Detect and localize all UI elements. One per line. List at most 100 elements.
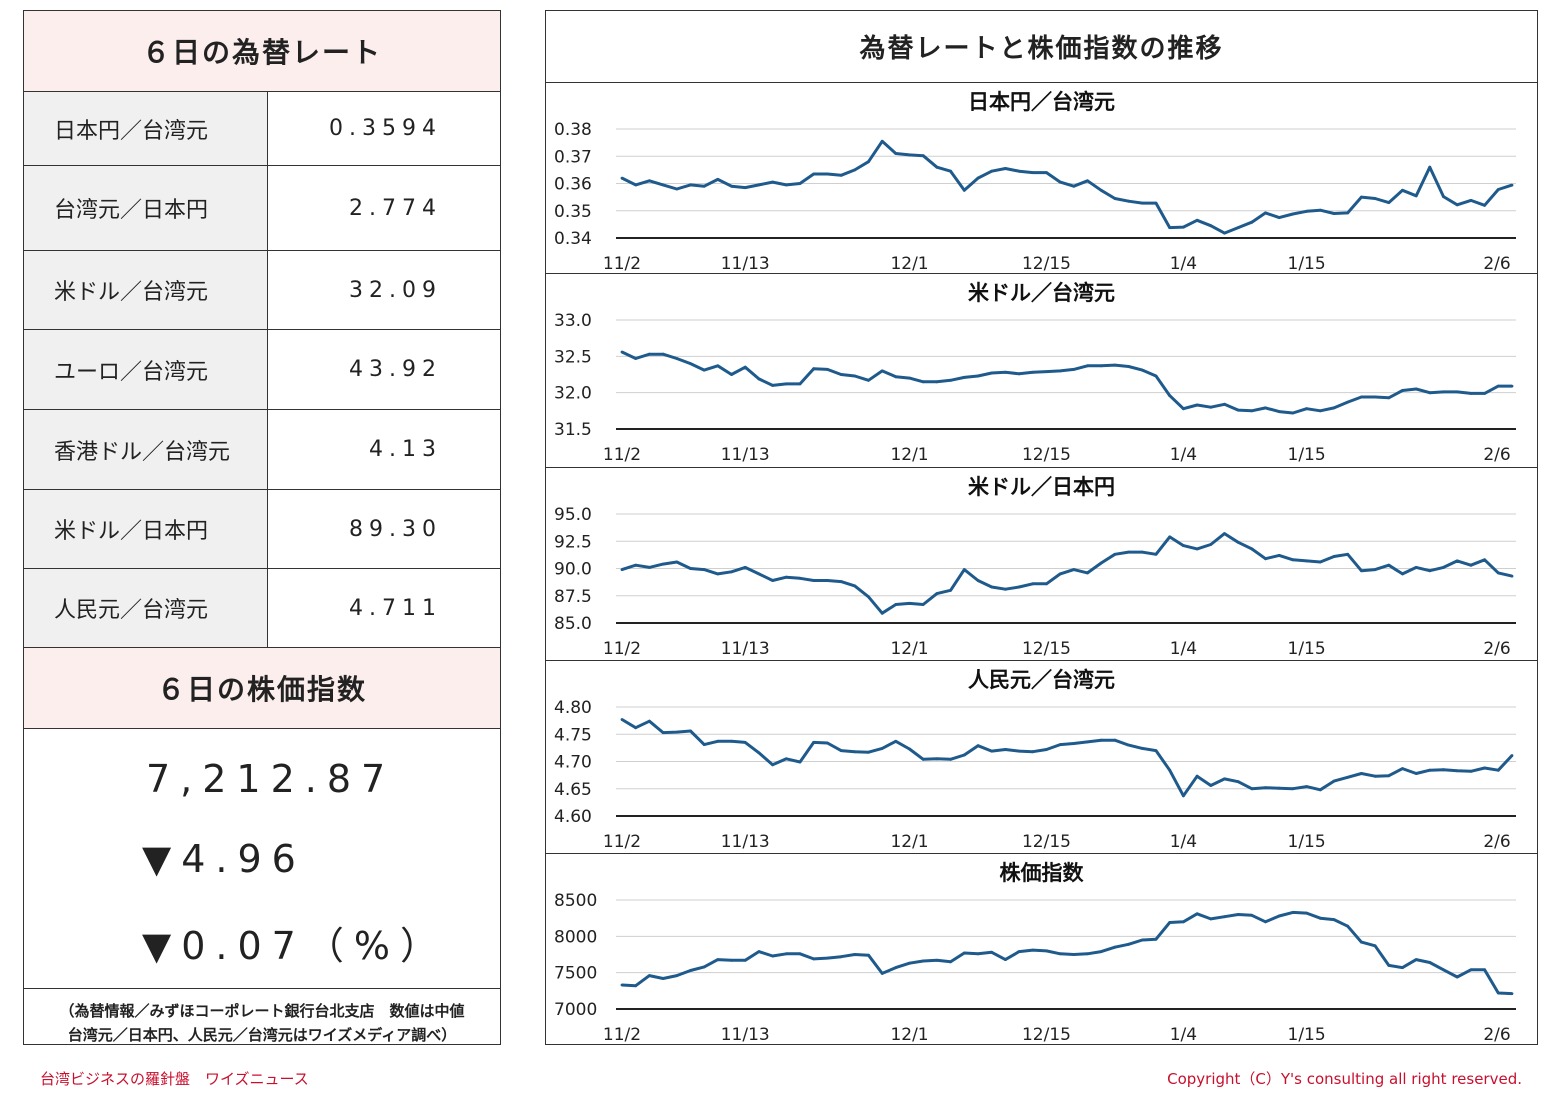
y-tick-label: 0.35 xyxy=(554,202,592,222)
y-tick-label: 7500 xyxy=(554,964,597,984)
data-point xyxy=(1360,772,1363,775)
data-point xyxy=(1236,226,1240,230)
x-tick-label: 1/4 xyxy=(1170,254,1197,274)
data-point xyxy=(1154,201,1158,205)
data-point xyxy=(921,380,925,384)
x-tick-label: 11/2 xyxy=(603,445,641,465)
data-point xyxy=(1318,409,1322,413)
data-point xyxy=(1428,165,1432,169)
data-point xyxy=(962,568,966,571)
data-point xyxy=(1113,197,1117,200)
data-point xyxy=(1017,585,1021,589)
rates-table: 日本円／台湾元 0.3594 台湾元／日本円 2.774 米ドル／台湾元 32.09 ユーロ… xyxy=(24,92,500,648)
data-point xyxy=(1346,924,1350,928)
data-point xyxy=(1182,407,1185,411)
data-point xyxy=(1360,569,1363,573)
x-tick-label: 2/6 xyxy=(1483,445,1510,465)
data-point xyxy=(634,984,638,988)
rate-row: ユーロ／台湾元 43.92 xyxy=(24,330,500,410)
data-point xyxy=(1387,396,1391,400)
data-point xyxy=(648,179,651,183)
data-point xyxy=(1182,920,1185,924)
data-point xyxy=(757,572,761,576)
data-point xyxy=(1318,788,1322,792)
data-point xyxy=(1401,966,1404,969)
x-tick-label: 11/13 xyxy=(721,639,770,659)
y-tick-label: 8500 xyxy=(554,891,597,911)
rate-value: 0.3594 xyxy=(329,116,442,141)
rate-value: 32.09 xyxy=(349,277,442,303)
data-point xyxy=(935,757,939,761)
data-point xyxy=(1113,552,1117,556)
data-point xyxy=(1455,203,1459,207)
data-point xyxy=(716,364,720,368)
rate-name: ユーロ／台湾元 xyxy=(24,330,268,409)
x-tick-label: 12/1 xyxy=(890,1025,928,1045)
data-point xyxy=(1127,942,1130,946)
data-point xyxy=(1099,364,1103,368)
stock-value: 7,212.87 xyxy=(146,757,396,801)
data-point xyxy=(1086,571,1089,575)
data-point xyxy=(949,378,952,382)
data-point xyxy=(1442,768,1445,772)
x-tick-label: 11/13 xyxy=(721,832,770,852)
data-point xyxy=(1455,769,1459,773)
data-point xyxy=(1401,572,1404,576)
y-tick-label: 0.36 xyxy=(554,175,592,195)
data-point xyxy=(1387,774,1391,778)
data-point xyxy=(1236,408,1240,412)
data-point xyxy=(1496,188,1500,191)
data-point xyxy=(1455,975,1459,979)
data-point xyxy=(894,152,898,155)
x-tick-label: 1/4 xyxy=(1170,1025,1197,1045)
x-tick-label: 1/15 xyxy=(1288,254,1326,274)
rate-name: 香港ドル／台湾元 xyxy=(24,410,268,489)
x-tick-label: 2/6 xyxy=(1483,832,1510,852)
data-point xyxy=(702,368,706,372)
data-point xyxy=(1223,777,1226,781)
chart-svg: 米ドル／台湾元 33.0 32.5 32.0 31.5 11/2 11/13 12/1 12/1… xyxy=(554,281,1516,465)
data-point xyxy=(1072,568,1076,571)
y-tick-label: 85.0 xyxy=(554,614,592,634)
data-point xyxy=(935,380,939,384)
data-point xyxy=(634,357,638,360)
data-point xyxy=(853,953,857,956)
data-point xyxy=(1305,911,1308,915)
data-point xyxy=(1318,208,1322,212)
data-point xyxy=(784,952,788,956)
data-point xyxy=(867,750,870,754)
data-point xyxy=(1346,552,1350,556)
data-point xyxy=(634,563,638,567)
data-point xyxy=(1058,369,1062,373)
rate-name: 人民元／台湾元 xyxy=(24,569,268,647)
data-point xyxy=(730,373,733,376)
data-point xyxy=(1264,920,1267,924)
data-point xyxy=(1264,786,1267,790)
data-point xyxy=(880,139,884,143)
data-point xyxy=(853,750,857,754)
data-point xyxy=(908,376,911,380)
source-note-line1: （為替情報／みずほコーポレート銀行台北支店 数値は中値 xyxy=(59,1002,465,1020)
data-point xyxy=(990,950,994,954)
stock-change: ▼4.96 xyxy=(142,837,306,881)
x-tick-label: 12/15 xyxy=(1022,445,1071,465)
data-point xyxy=(1031,171,1035,174)
data-point xyxy=(1045,582,1048,586)
data-point xyxy=(1442,390,1445,394)
data-point xyxy=(1140,938,1144,942)
data-point xyxy=(1277,554,1281,557)
data-point xyxy=(1250,913,1254,917)
y-tick-label: 4.80 xyxy=(554,698,592,718)
data-point xyxy=(757,950,761,953)
data-point xyxy=(1510,754,1514,757)
rate-value: 4.711 xyxy=(349,595,442,621)
data-point xyxy=(1428,768,1432,772)
chart-3: 米ドル／日本円 95.0 92.5 90.0 87.5 85.0 11/2 11/13 12/1… xyxy=(546,468,1537,661)
data-point xyxy=(1086,952,1089,956)
rate-row: 香港ドル／台湾元 4.13 xyxy=(24,410,500,490)
x-tick-label: 12/1 xyxy=(890,639,928,659)
data-point xyxy=(839,955,843,959)
data-point xyxy=(1469,769,1473,773)
chart-1: 日本円／台湾元 0.38 0.37 0.36 0.35 0.34 11/2 11/13 12/1… xyxy=(546,83,1537,274)
chart-svg: 米ドル／日本円 95.0 92.5 90.0 87.5 85.0 11/2 11/13 12/1… xyxy=(554,475,1516,659)
